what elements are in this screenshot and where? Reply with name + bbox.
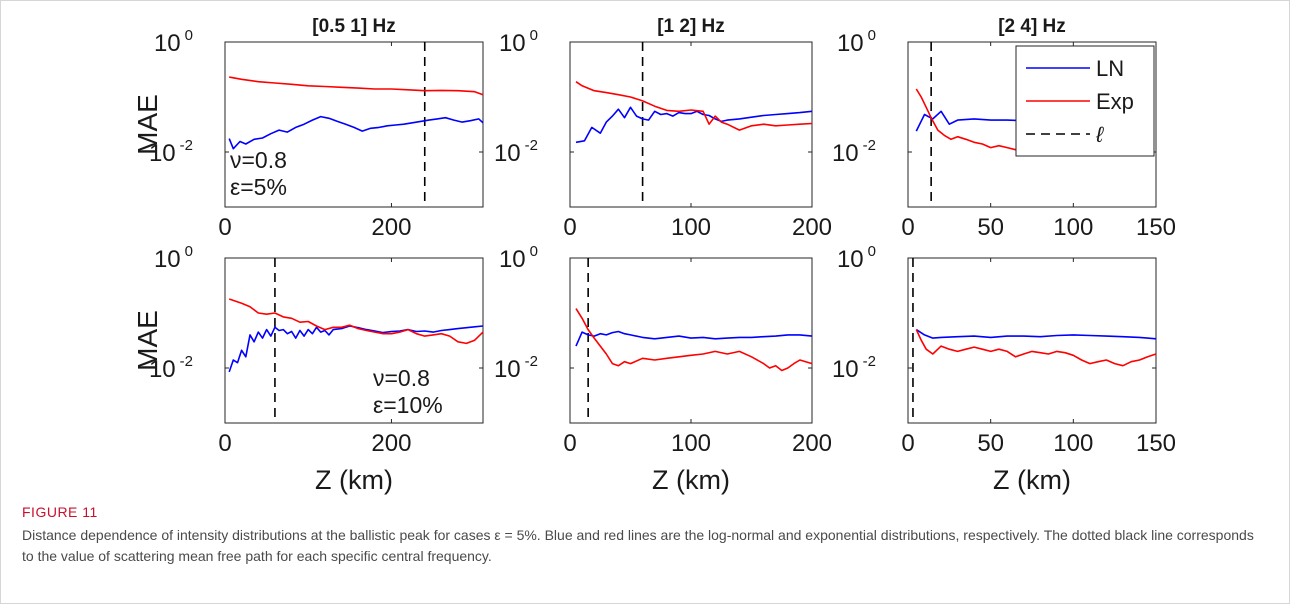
x-tick-label: 0	[901, 214, 914, 241]
ln-series-line	[228, 325, 484, 373]
exp-series-line	[915, 88, 1024, 151]
y-tick-exponent: 0	[530, 243, 538, 260]
y-tick-base: 10	[832, 140, 859, 167]
figure-caption-text: Distance dependence of intensity distrib…	[22, 527, 1254, 564]
legend-entry: Exp	[1096, 89, 1134, 114]
y-tick-label: 10 0	[499, 27, 538, 57]
legend-entry: ℓ	[1095, 122, 1104, 147]
figure-caption: FIGURE 11 Distance dependence of intensi…	[22, 504, 1262, 567]
y-tick-exponent: 0	[868, 27, 876, 44]
y-tick-base: 10	[149, 356, 176, 383]
y-tick-label: 10 -2	[149, 353, 193, 383]
y-tick-base: 10	[494, 356, 521, 383]
panel-annotation: ε=5%	[230, 174, 287, 200]
y-tick-exponent: -2	[180, 353, 193, 370]
x-tick-label: 200	[371, 430, 411, 457]
y-tick-exponent: 0	[868, 243, 876, 260]
x-tick-label: 200	[792, 430, 832, 457]
x-tick-label: 150	[1136, 214, 1176, 241]
panel-annotation: ε=10%	[373, 392, 443, 418]
y-tick-base: 10	[832, 356, 859, 383]
y-tick-label: 10 0	[837, 27, 876, 57]
axes-box	[224, 257, 484, 424]
y-tick-base: 10	[494, 140, 521, 167]
x-tick-label: 0	[218, 214, 231, 241]
x-tick-label: 0	[901, 430, 914, 457]
axes-box	[224, 41, 484, 208]
x-tick-label: 100	[1053, 214, 1093, 241]
x-tick-label: 200	[792, 214, 832, 241]
y-tick-exponent: -2	[863, 137, 876, 154]
y-tick-label: 10 0	[154, 243, 193, 273]
y-axis-label: MAE	[132, 94, 163, 155]
y-tick-label: 10 0	[154, 27, 193, 57]
ln-series-line	[575, 330, 813, 347]
x-tick-label: 50	[977, 430, 1004, 457]
axes-box	[907, 257, 1157, 424]
x-tick-label: 0	[563, 214, 576, 241]
panel-title: [2 4] Hz	[998, 16, 1066, 37]
x-axis-label: Z (km)	[652, 465, 730, 495]
y-tick-label: 10 -2	[832, 353, 876, 383]
y-tick-base: 10	[837, 30, 864, 57]
y-tick-base: 10	[154, 246, 181, 273]
y-tick-exponent: -2	[180, 137, 193, 154]
y-tick-exponent: 0	[530, 27, 538, 44]
exp-series-line	[575, 308, 813, 372]
ln-series-line	[915, 110, 1024, 132]
y-tick-base: 10	[837, 246, 864, 273]
y-tick-exponent: 0	[185, 243, 193, 260]
y-tick-label: 10 -2	[149, 137, 193, 167]
exp-series-line	[228, 298, 484, 345]
exp-series-line	[915, 329, 1157, 367]
x-tick-label: 150	[1136, 430, 1176, 457]
figure-label: FIGURE 11	[22, 504, 98, 520]
y-tick-base: 10	[499, 246, 526, 273]
y-tick-exponent: -2	[863, 353, 876, 370]
x-tick-label: 0	[563, 430, 576, 457]
exp-series-line	[575, 81, 813, 131]
x-tick-label: 0	[218, 430, 231, 457]
x-tick-label: 50	[977, 214, 1004, 241]
y-axis-label: MAE	[132, 310, 163, 371]
y-tick-base: 10	[149, 140, 176, 167]
legend-entry: LN	[1096, 56, 1124, 81]
axes-box	[569, 41, 813, 208]
x-axis-label: Z (km)	[315, 465, 393, 495]
x-axis-label: Z (km)	[993, 465, 1071, 495]
y-tick-base: 10	[499, 30, 526, 57]
y-tick-exponent: -2	[525, 353, 538, 370]
y-tick-label: 10 -2	[832, 137, 876, 167]
axes-box	[569, 257, 813, 424]
x-tick-label: 100	[1053, 430, 1093, 457]
y-tick-label: 10 0	[499, 243, 538, 273]
x-tick-label: 200	[371, 214, 411, 241]
x-tick-label: 100	[671, 214, 711, 241]
y-tick-label: 10 -2	[494, 137, 538, 167]
x-tick-label: 100	[671, 430, 711, 457]
chart-legend: LN Exp ℓ	[1015, 45, 1155, 157]
panel-annotation: ν=0.8	[373, 365, 430, 391]
ln-series-line	[228, 115, 484, 150]
exp-series-line	[229, 76, 484, 96]
axes-box	[907, 41, 1157, 208]
y-tick-label: 10 -2	[494, 353, 538, 383]
y-tick-base: 10	[154, 30, 181, 57]
panel-annotation: ν=0.8	[230, 147, 287, 173]
y-tick-exponent: -2	[525, 137, 538, 154]
panel-title: [0.5 1] Hz	[312, 16, 395, 37]
y-tick-exponent: 0	[185, 27, 193, 44]
ln-series-line	[575, 106, 813, 144]
ln-series-line	[915, 328, 1157, 340]
panel-title: [1 2] Hz	[657, 16, 725, 37]
y-tick-label: 10 0	[837, 243, 876, 273]
